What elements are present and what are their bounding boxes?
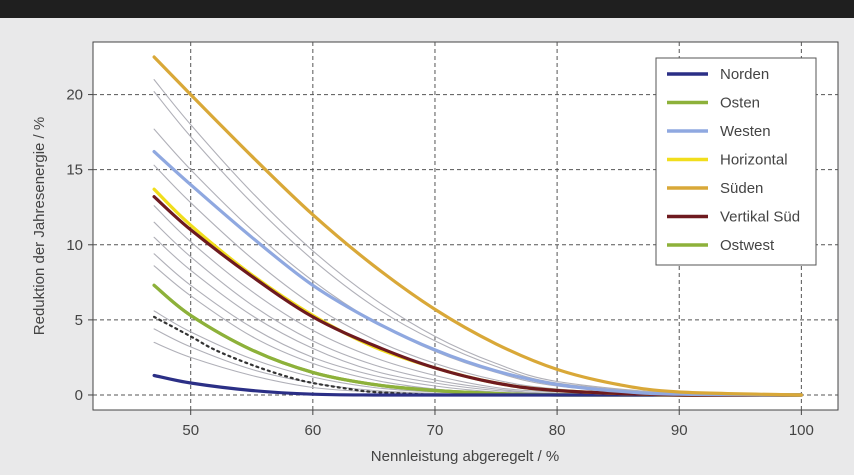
y-axis-label: Reduktion der Jahresenergie / % [31, 117, 48, 335]
legend-label-sueden: Süden [720, 180, 763, 197]
y-axis-ticks: 0 5 10 15 20 [66, 87, 93, 404]
legend: Norden Osten Westen Horizontal Süden Vertikal… [655, 57, 817, 266]
legend-label-horizontal: Horizontal [720, 152, 788, 169]
legend-box [655, 57, 817, 266]
legend-label-osten: Osten [720, 95, 760, 112]
x-tick-label: 50 [182, 422, 199, 439]
y-tick-label: 15 [66, 162, 83, 179]
x-tick-label: 90 [671, 422, 688, 439]
x-tick-label: 100 [789, 422, 814, 439]
y-tick-label: 10 [66, 237, 83, 254]
legend-label-vertikal-sued: Vertikal Süd [720, 209, 800, 226]
legend-label-norden: Norden [720, 66, 769, 83]
x-tick-label: 60 [304, 422, 321, 439]
series-line-westen [152, 150, 803, 397]
x-tick-label: 80 [549, 422, 566, 439]
legend-label-westen: Westen [720, 123, 771, 140]
dotted-line [153, 315, 437, 397]
x-axis-ticks: 50 60 70 80 90 100 [182, 410, 814, 439]
legend-label-ostwest: Ostwest [720, 237, 775, 254]
y-tick-label: 20 [66, 87, 83, 104]
y-tick-label: 5 [75, 312, 83, 329]
y-tick-label: 0 [75, 387, 83, 404]
x-tick-label: 70 [427, 422, 444, 439]
series-lines [152, 55, 803, 397]
series-line-sueden [152, 55, 803, 397]
top-bar [0, 0, 854, 18]
x-axis-label: Nennleistung abgeregelt / % [371, 448, 559, 465]
